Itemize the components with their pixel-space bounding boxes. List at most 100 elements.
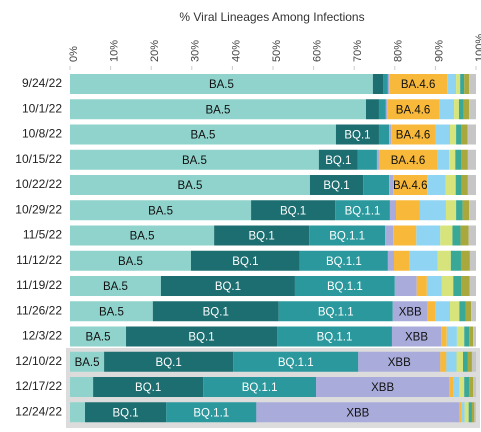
bar-segment [461,149,468,170]
bar-segment [469,74,476,94]
bar-segment [318,149,358,170]
bar-segment [357,149,377,170]
y-tick-label: 10/1/22 [22,101,62,115]
x-tick-label: 90% [433,40,445,62]
segment-label: BQ.1 [188,332,214,344]
bar-segment [70,149,319,170]
bar-segment [416,276,427,296]
bar-segment [456,351,464,372]
bar-segment [376,149,379,170]
segment-label: BQ.1.1 [345,205,381,217]
bar-segment [85,402,167,423]
segment-label: BQ.1 [113,407,139,419]
bar-segment [277,326,392,347]
bar-segment [447,74,457,94]
bar-segment [309,225,386,246]
bar-segment [469,99,476,120]
bar-segment [203,377,317,397]
bar-segment [70,74,373,94]
y-tick-label: 12/3/22 [22,329,62,343]
bar-segment [309,175,364,195]
bar-segment [440,225,453,246]
bar-segment [464,326,470,347]
bar-segment [467,149,476,170]
bar-segment [461,124,468,145]
bar-segment [389,200,397,221]
bar-segment [70,200,252,221]
bar-segment [460,225,469,246]
bar-segment [70,276,161,296]
x-tick-label: 10% [109,40,121,62]
bar-segment [469,200,476,221]
bar-segment [385,225,394,246]
bar-segment [461,276,470,296]
bar-segment [233,351,359,372]
bar-segment [441,326,447,347]
segment-label: XBB [388,357,411,369]
bar-segment [93,377,204,397]
bar-segment [416,225,441,246]
bar-segment [294,276,395,296]
bar-segment [70,326,127,347]
segment-label: BQ.1 [156,357,182,369]
segment-label: BQ.1 [232,256,258,268]
bar-segment [450,250,461,271]
bar-segment [459,377,465,397]
segment-label: BA.5 [182,155,207,167]
segment-label: BQ.1 [203,306,229,318]
x-tick-label: 30% [190,40,202,62]
bar-segment [393,225,417,246]
segment-label: XBB [405,332,428,344]
bar-segment [461,402,465,423]
bar-segment [190,250,300,271]
bar-segment [452,225,461,246]
x-tick-label: 60% [312,40,324,62]
segment-label: BA.4.6 [396,104,431,116]
bar-segment [449,149,456,170]
bar-segment [389,74,448,94]
bar-segment [152,301,279,322]
y-tick-label: 11/26/22 [16,303,62,317]
bar-segment [214,225,310,246]
segment-label: BA.5 [86,332,111,344]
bar-segment [365,99,379,120]
x-tick-label: 100% [474,34,481,62]
bar-segment [70,250,191,271]
bar-segment [456,124,462,145]
bar-segment [464,74,470,94]
segment-label: BA.5 [206,104,231,116]
segment-label: BQ.1 [344,130,370,142]
bar-segment [378,149,438,170]
segment-label: BA.5 [130,231,155,243]
bar-segment [473,377,476,397]
bar-segment [468,225,476,246]
bar-segment [441,276,454,296]
bar-segment [387,74,390,94]
bar-segment [459,301,466,322]
bar-segment [278,301,393,322]
bar-segment [104,351,234,372]
bar-segment [383,74,388,94]
segment-label: BQ.1.1 [318,306,354,318]
bar-segment [474,402,476,423]
bar-segment [166,402,257,423]
x-tick-label: 70% [352,40,364,62]
bar-segment [450,301,460,322]
bar-segment [469,250,476,271]
segment-label: BA.4.6 [391,155,426,167]
bar-segment [160,276,295,296]
segment-label: BQ.1 [249,231,275,243]
segment-label: BA.5 [118,256,143,268]
bar-segment [126,326,278,347]
bar-segment [456,326,465,347]
segment-label: BQ.1.1 [327,281,363,293]
bar-segment [461,175,468,195]
bar-segment [456,200,463,221]
bar-segment [335,124,379,145]
bar-segment [358,351,441,372]
bar-segment [70,99,366,120]
bar-segment [437,250,451,271]
bar-segment [392,301,428,322]
bar-segment [393,250,410,271]
